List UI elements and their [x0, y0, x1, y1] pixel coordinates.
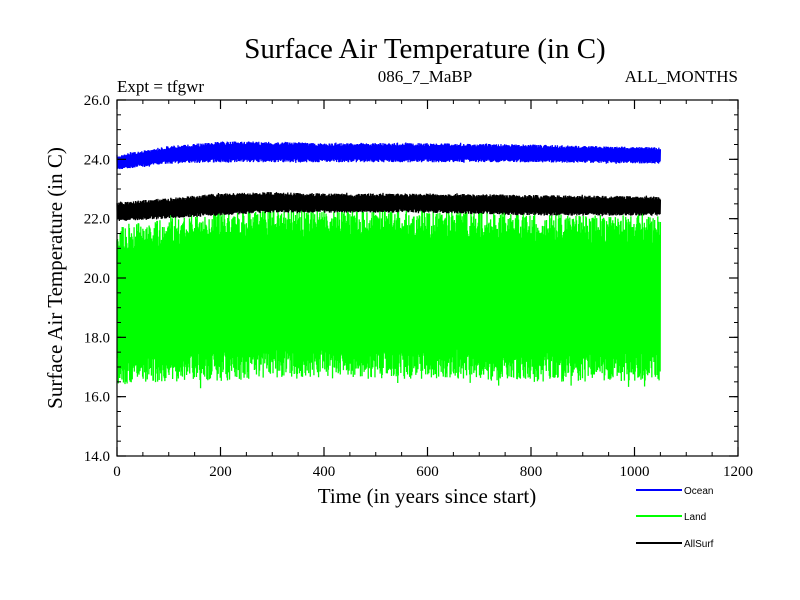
y-tick-label: 16.0: [84, 390, 110, 406]
x-tick-label: 600: [416, 464, 439, 480]
x-axis-label: Time (in years since start): [318, 484, 537, 508]
x-tick-label: 400: [313, 464, 336, 480]
x-tick-label: 1000: [620, 464, 650, 480]
series-line-allsurf: [116, 192, 662, 222]
x-tick-label: 0: [113, 464, 121, 480]
axis-layer: 0 200 400 600 800 1000 1200 14.0 16.0 18.0 20.0 22.…: [84, 93, 753, 480]
chart-subtitle-right: ALL_MONTHS: [625, 67, 738, 86]
chart-title: Surface Air Temperature (in C): [244, 33, 605, 65]
y-axis-label: Surface Air Temperature (in C): [43, 147, 67, 409]
y-tick-label: 26.0: [84, 93, 110, 109]
series-layer: [116, 141, 662, 389]
legend-label-ocean: Ocean: [684, 486, 713, 497]
chart-subtitle-left: Expt = tfgwr: [117, 77, 204, 96]
legend-label-allsurf: AllSurf: [684, 539, 714, 550]
plot-frame: [116, 99, 739, 457]
y-tick-label: 24.0: [84, 152, 110, 168]
series-line-land: [116, 203, 662, 389]
y-tick-label: 14.0: [84, 449, 110, 465]
legend: Ocean Land AllSurf: [636, 486, 714, 550]
x-tick-label: 1200: [723, 464, 753, 480]
legend-label-land: Land: [684, 512, 706, 523]
y-tick-label: 20.0: [84, 271, 110, 287]
series-line-ocean: [116, 141, 662, 170]
x-tick-label: 800: [520, 464, 543, 480]
x-tick-label: 200: [209, 464, 232, 480]
y-tick-label: 18.0: [84, 330, 110, 346]
y-tick-label: 22.0: [84, 212, 110, 228]
chart-subtitle-center: 086_7_MaBP: [378, 67, 472, 86]
